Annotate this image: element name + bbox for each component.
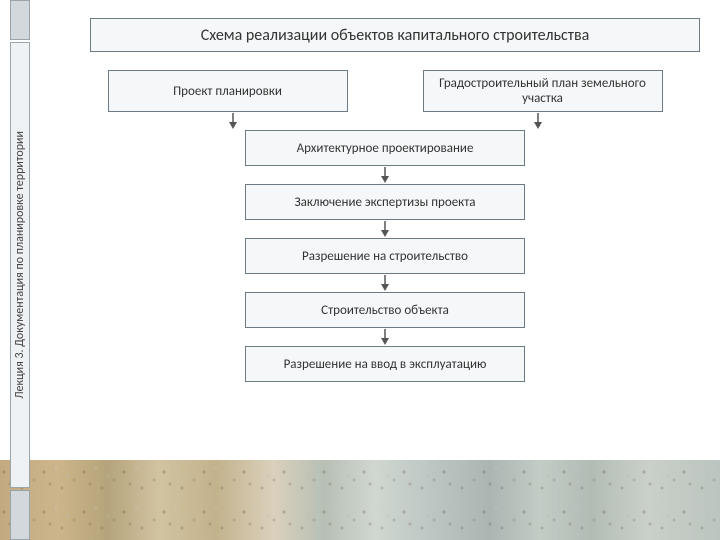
flow-top-row: Проект планировки Градостроительный план… (60, 70, 710, 112)
node-plan: Проект планировки (108, 70, 348, 112)
node-build: Строительство объекта (245, 292, 525, 328)
node-permit-label: Разрешение на строительство (302, 249, 468, 264)
node-gpzu-label: Градостроительный план земельного участк… (432, 76, 654, 106)
arrow-after-permit (60, 274, 710, 292)
node-arch: Архитектурное проектирование (245, 130, 525, 166)
arrow-from-gpzu (418, 112, 658, 130)
arrow-icon (265, 166, 505, 184)
node-arch-label: Архитектурное проектирование (297, 141, 474, 156)
arrow-icon (265, 220, 505, 238)
arrow-from-plan (113, 112, 353, 130)
sidebar-bottom-box (10, 490, 30, 540)
arrow-icon (265, 274, 505, 292)
flowchart: Проект планировки Градостроительный план… (60, 70, 710, 540)
arrow-icon (265, 328, 505, 346)
arrow-after-expert (60, 220, 710, 238)
node-expert: Заключение экспертизы проекта (245, 184, 525, 220)
node-permit: Разрешение на строительство (245, 238, 525, 274)
page-title-text: Схема реализации объектов капитального с… (201, 26, 590, 45)
arrow-after-build (60, 328, 710, 346)
arrow-row-top (60, 112, 710, 130)
node-gpzu: Градостроительный план земельного участк… (423, 70, 663, 112)
sidebar-rail: Лекция 3. Документация по планировке тер… (0, 0, 30, 540)
page-title: Схема реализации объектов капитального с… (90, 18, 700, 52)
arrow-after-arch (60, 166, 710, 184)
node-expert-label: Заключение экспертизы проекта (295, 195, 476, 210)
flow-sequence: Архитектурное проектирование Заключение э… (60, 130, 710, 382)
node-plan-label: Проект планировки (173, 84, 282, 99)
sidebar-label-box: Лекция 3. Документация по планировке тер… (10, 42, 30, 488)
sidebar-top-box (10, 0, 30, 40)
node-commiss: Разрешение на ввод в эксплуатацию (245, 346, 525, 382)
node-commiss-label: Разрешение на ввод в эксплуатацию (284, 357, 487, 372)
sidebar-label: Лекция 3. Документация по планировке тер… (13, 131, 27, 399)
node-build-label: Строительство объекта (321, 303, 449, 318)
